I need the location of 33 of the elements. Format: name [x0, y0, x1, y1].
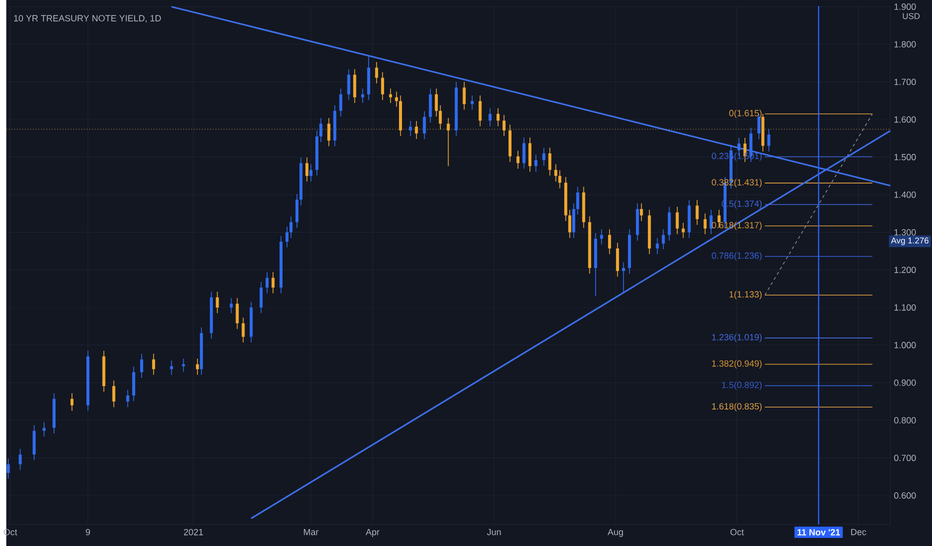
- y-tick-label: 1.900: [894, 3, 916, 10]
- y-tick-label: 0.900: [894, 379, 916, 386]
- y-tick-label: 1.600: [894, 116, 916, 123]
- x-tick-label: 2021: [184, 528, 203, 536]
- x-tick-label: Apr: [366, 528, 380, 537]
- y-tick-label: 1.200: [894, 266, 916, 273]
- y-tick-label: 1.400: [894, 191, 916, 198]
- x-tick-label: Mar: [304, 528, 318, 536]
- series-label: 0.786(1.236): [712, 252, 762, 260]
- x-tick-label: Oct: [730, 528, 744, 536]
- series-label: 1.382(0.949): [712, 360, 762, 368]
- x-tick-label: Jun: [487, 528, 501, 536]
- x-tick-label: Dec: [851, 528, 866, 536]
- y-tick-label: 1.000: [894, 342, 916, 348]
- text: 10 YR TREASURY NOTE YIELD, 1D: [14, 14, 161, 22]
- y-tick-label: 1.800: [894, 41, 916, 48]
- series-label: 1.236(1.019): [712, 334, 762, 342]
- y-tick-label: 0.700: [894, 454, 916, 461]
- series-label: 0(1.615): [729, 110, 762, 118]
- series-label: 1(1.133): [730, 290, 762, 300]
- y-tick-label: 1.500: [894, 154, 916, 160]
- ref-line-label: 11 Nov '21: [797, 528, 840, 536]
- series-label: 1.5(0.892): [722, 381, 762, 390]
- series-label: 1.618(0.835): [712, 402, 762, 412]
- y-axis-title: USD: [902, 12, 920, 19]
- y-tick-label: 1.100: [894, 304, 916, 311]
- x-tick-label: 9: [86, 528, 90, 536]
- y-tick-label: 0.600: [894, 492, 916, 499]
- y-tick-label: 1.700: [894, 78, 916, 85]
- text: Avg 1.276: [890, 237, 928, 246]
- x-tick-label: Aug: [608, 528, 623, 537]
- y-tick-label: 1.300: [894, 228, 916, 236]
- y-tick-label: 0.800: [894, 416, 916, 424]
